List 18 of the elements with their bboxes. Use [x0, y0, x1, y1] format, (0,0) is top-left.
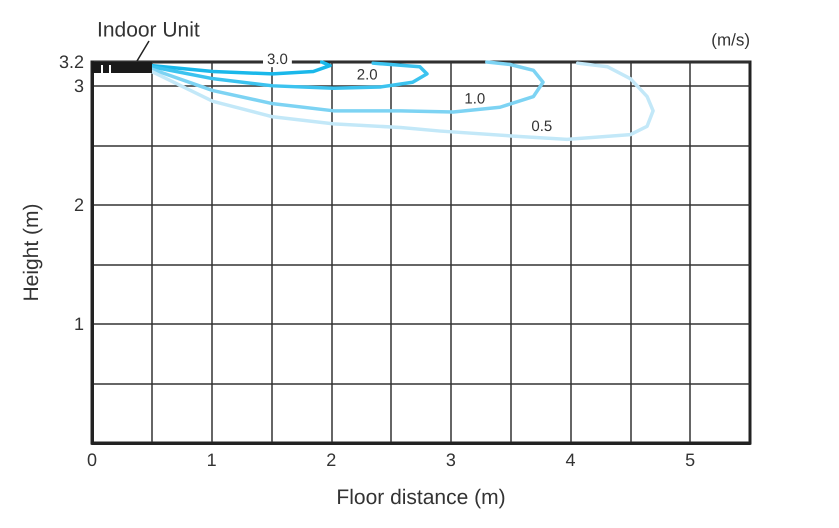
x-axis-title: Floor distance (m)	[336, 486, 506, 509]
y-tick-label: 3.2	[58, 52, 84, 72]
y-axis-title: Height (m)	[20, 203, 43, 302]
x-tick-label: 5	[685, 450, 696, 470]
x-tick-label: 3	[446, 450, 456, 470]
text: Indoor Unit	[97, 18, 200, 42]
series-label: 3.0	[267, 51, 288, 68]
series-label: 1.0	[464, 90, 486, 108]
x-tick-label: 4	[566, 450, 576, 470]
series-label: 2.0	[356, 66, 378, 84]
x-tick-label: 2	[326, 450, 336, 470]
text: (m/s)	[711, 30, 750, 50]
y-tick-label: 3	[74, 76, 84, 96]
x-tick-label: 1	[206, 450, 217, 470]
x-tick-label: 0	[86, 450, 98, 470]
y-tick-label: 2	[74, 194, 84, 215]
series-label: 0.5	[531, 118, 552, 135]
y-tick-label: 1	[74, 314, 84, 334]
